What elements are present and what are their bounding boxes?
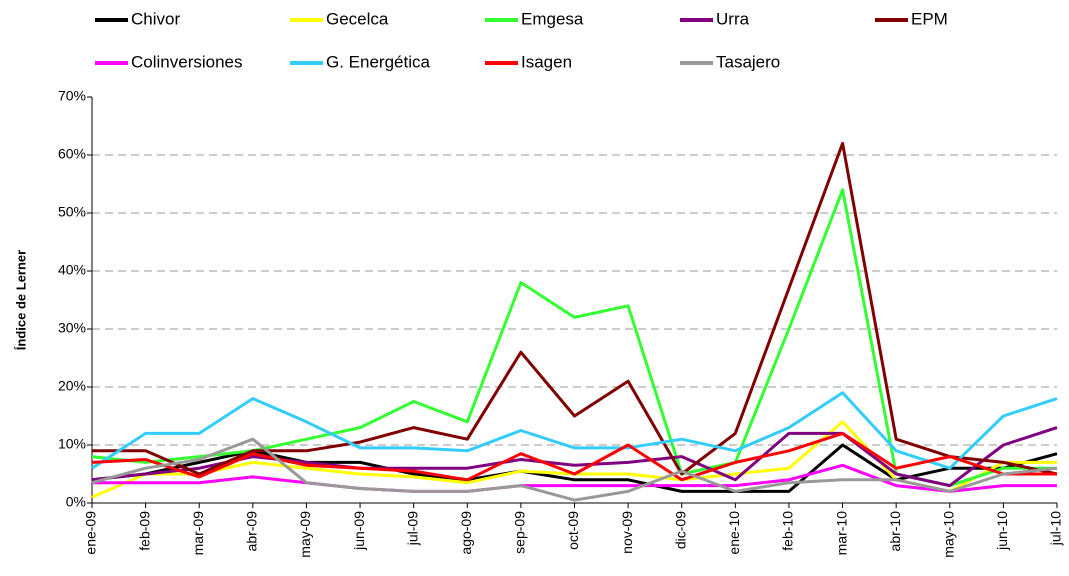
x-tick-label: ago-09 — [458, 511, 474, 555]
x-tick-label: feb-10 — [780, 511, 796, 551]
x-tick-label: ene-10 — [726, 511, 742, 555]
x-tick-label: abr-09 — [244, 511, 260, 552]
x-tick-label: jul-10 — [1048, 511, 1064, 546]
x-tick-label: feb-09 — [136, 511, 152, 551]
x-tick-label: may-10 — [940, 511, 956, 558]
y-tick-label: 50% — [58, 204, 86, 220]
x-tick-label: jul-09 — [404, 511, 420, 546]
y-tick-label: 30% — [58, 320, 86, 336]
x-tick-label: jun-09 — [351, 511, 367, 551]
series-line — [91, 426, 1058, 488]
series-line — [92, 141, 1058, 476]
x-tick-label: mar-09 — [190, 511, 206, 556]
x-tick-label: dic-09 — [672, 511, 688, 549]
y-tick-label: 10% — [58, 436, 86, 452]
y-tick-label: 40% — [58, 262, 86, 278]
legend-label: Chivor — [131, 9, 180, 28]
legend-label: Urra — [716, 9, 750, 28]
legend-label: Emgesa — [521, 9, 584, 28]
legend-label: EPM — [911, 9, 948, 28]
x-tick-label: abr-10 — [887, 511, 903, 552]
legend-label: Colinversiones — [131, 52, 243, 71]
series-line — [91, 391, 1058, 470]
y-tick-label: 0% — [66, 494, 86, 510]
y-tick-label: 70% — [58, 88, 86, 104]
series-line — [91, 437, 1058, 502]
x-tick-label: jun-10 — [994, 511, 1010, 551]
series-line — [91, 431, 1057, 482]
legend-label: G. Energética — [326, 52, 430, 71]
x-tick-label: may-09 — [297, 511, 313, 558]
x-tick-label: nov-09 — [619, 511, 635, 554]
legend-label: Isagen — [521, 52, 572, 71]
legend-label: Gecelca — [326, 9, 389, 28]
y-tick-label: 20% — [58, 378, 86, 394]
series-line — [92, 463, 1057, 493]
y-axis-title: Índice de Lerner — [13, 250, 28, 350]
x-tick-label: ene-09 — [83, 511, 99, 555]
series-line — [91, 188, 1057, 488]
x-tick-label: oct-09 — [565, 511, 581, 550]
x-tick-label: sep-09 — [512, 511, 528, 554]
legend-label: Tasajero — [716, 52, 780, 71]
y-tick-label: 60% — [58, 146, 86, 162]
x-tick-label: mar-10 — [833, 511, 849, 556]
